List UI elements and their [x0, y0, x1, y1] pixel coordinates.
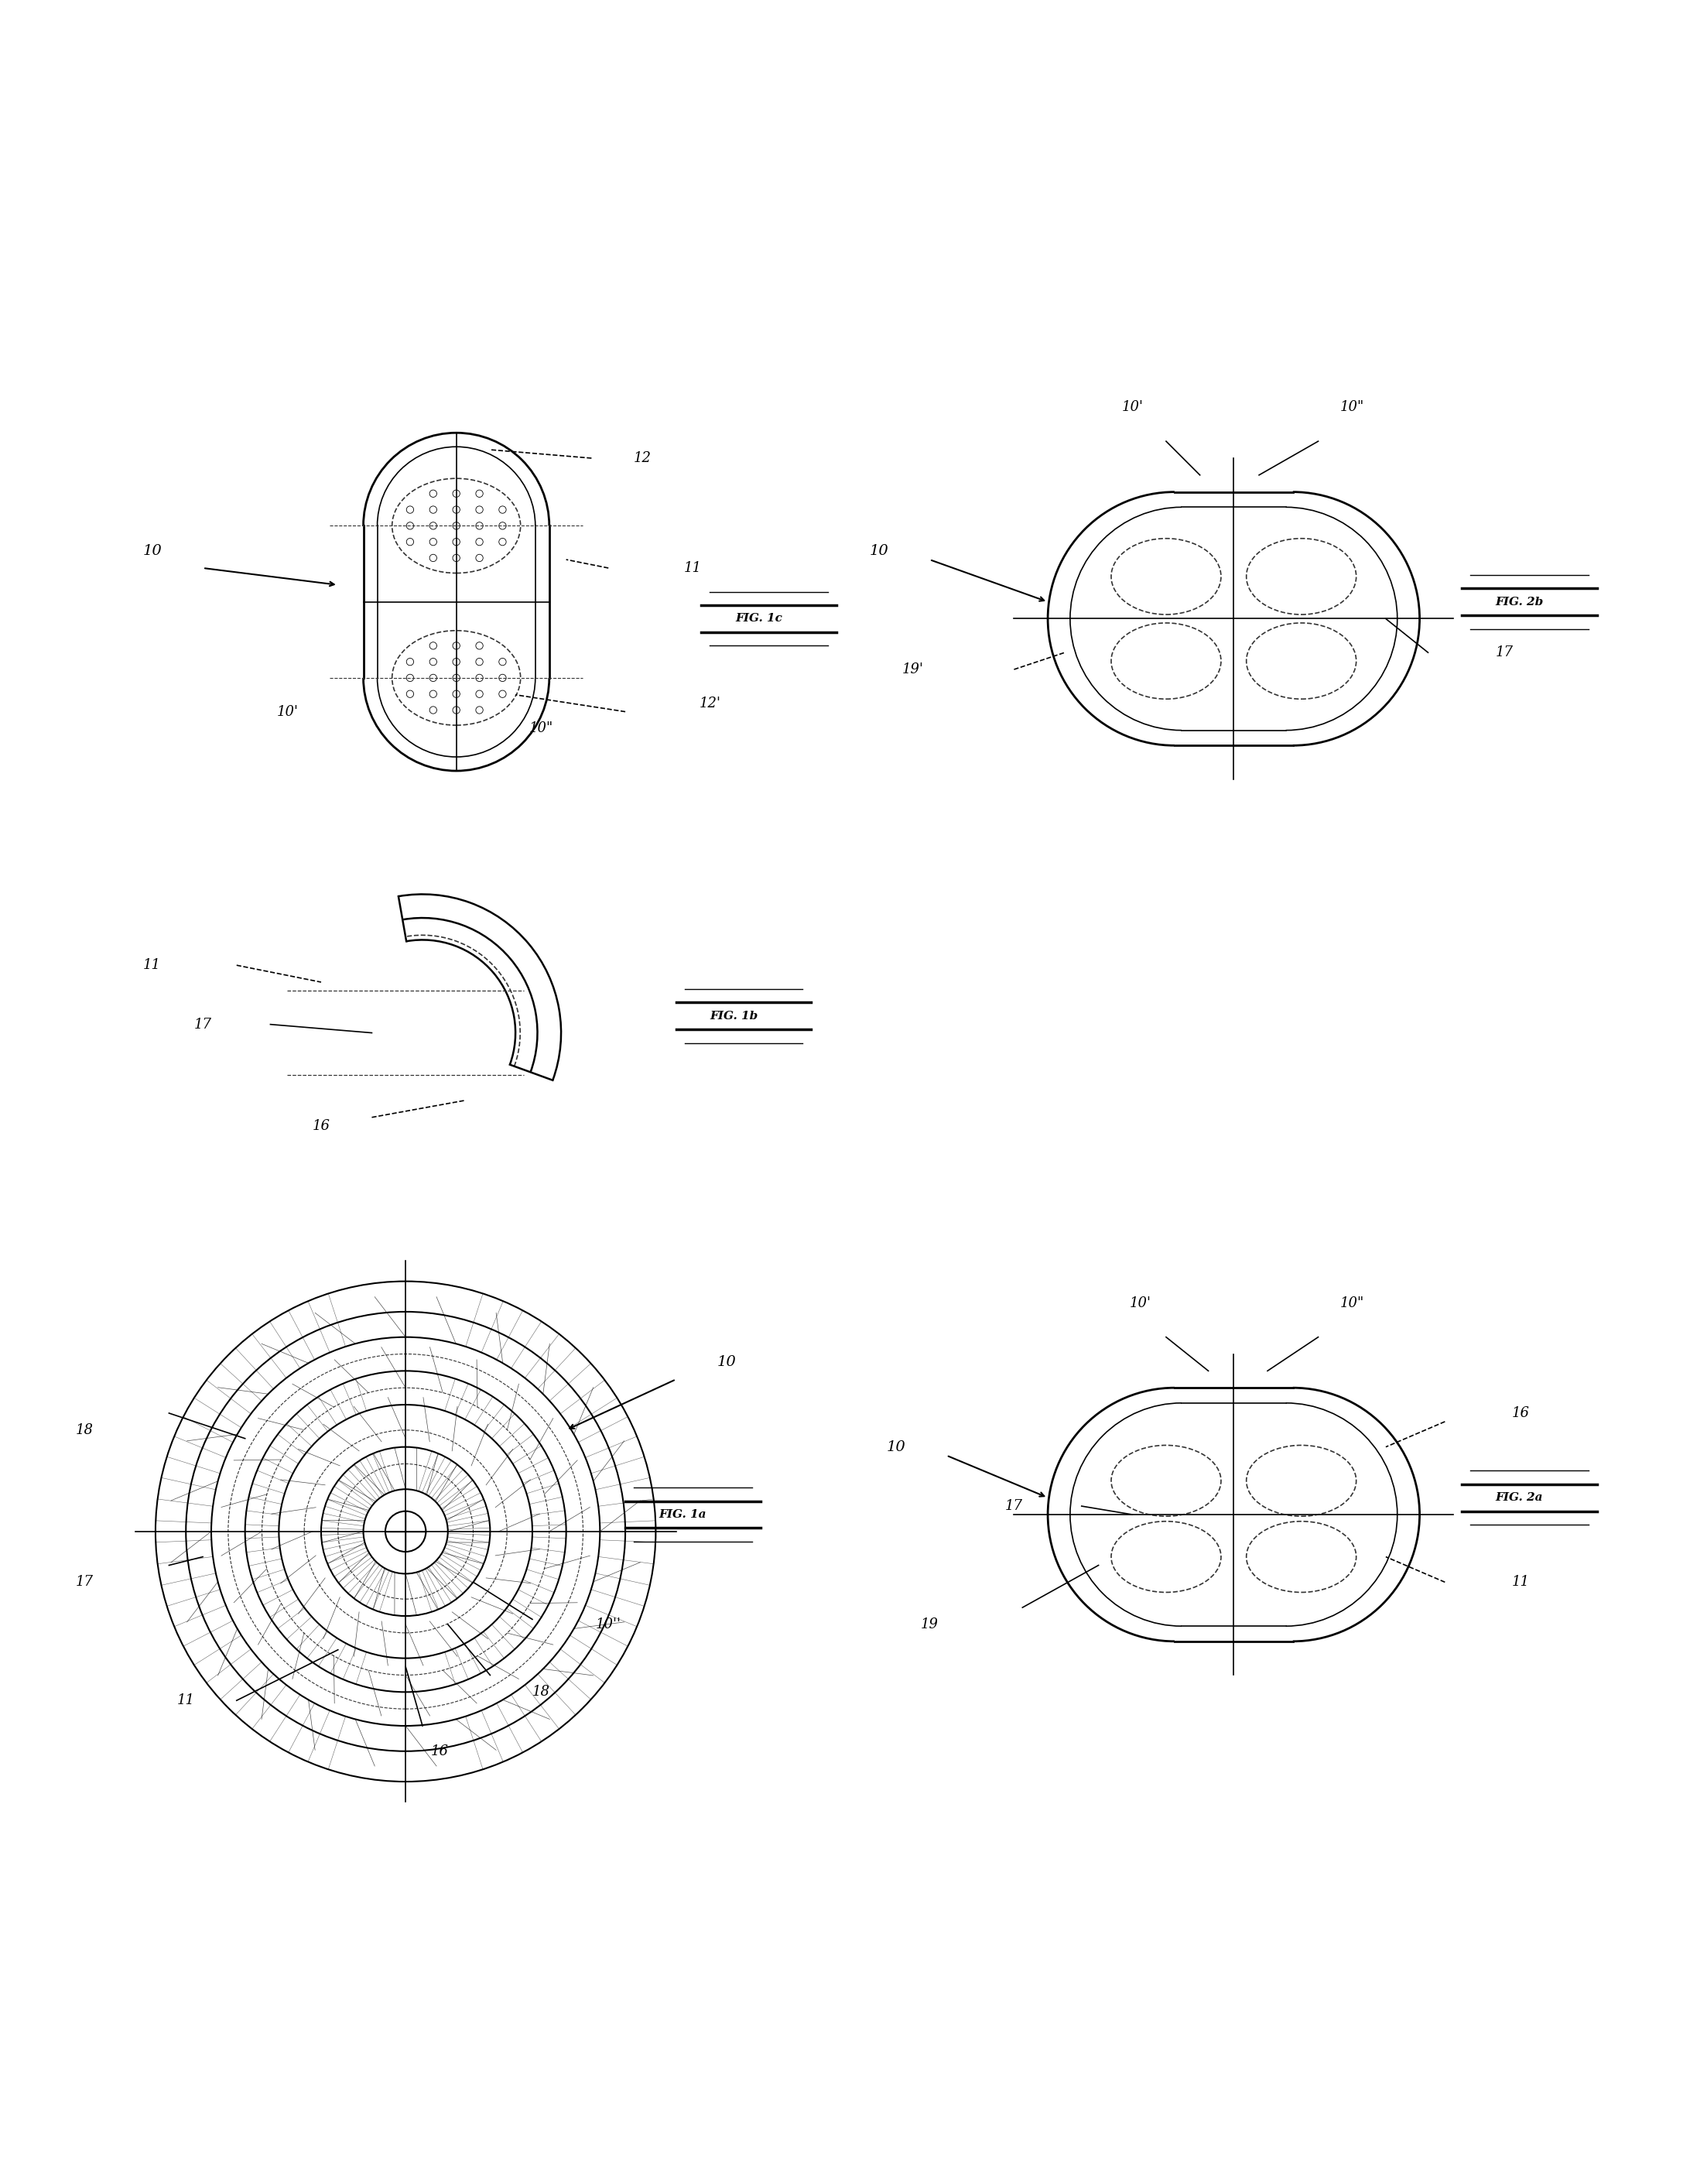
Text: 16: 16	[431, 1745, 448, 1758]
Text: 10': 10'	[1122, 400, 1142, 415]
Text: 10'': 10''	[595, 1618, 622, 1631]
Text: 17: 17	[1006, 1498, 1022, 1514]
Text: 10": 10"	[529, 721, 553, 736]
Text: 11: 11	[1513, 1575, 1529, 1590]
Text: 17: 17	[76, 1575, 93, 1590]
Text: 18: 18	[76, 1424, 93, 1437]
Text: 12': 12'	[700, 697, 720, 710]
Text: FIG. 2b: FIG. 2b	[1496, 596, 1545, 607]
Text: 12: 12	[634, 452, 651, 465]
Text: 19': 19'	[902, 662, 923, 677]
Text: 11: 11	[177, 1693, 194, 1708]
Text: FIG. 2a: FIG. 2a	[1496, 1492, 1543, 1503]
Text: 10': 10'	[1131, 1297, 1151, 1310]
Text: 10": 10"	[1340, 1297, 1364, 1310]
Text: FIG. 1c: FIG. 1c	[735, 614, 782, 625]
Text: FIG. 1b: FIG. 1b	[710, 1011, 759, 1022]
Text: 10: 10	[886, 1439, 906, 1455]
Text: 17: 17	[194, 1018, 211, 1031]
Text: 18: 18	[532, 1686, 549, 1699]
Text: 10': 10'	[277, 705, 297, 719]
Text: 10": 10"	[1340, 400, 1364, 415]
Text: FIG. 1a: FIG. 1a	[659, 1509, 706, 1520]
Text: 17: 17	[1496, 646, 1513, 660]
Text: 11: 11	[684, 561, 701, 574]
Text: 16: 16	[1513, 1406, 1529, 1420]
Text: 10: 10	[869, 544, 889, 559]
Text: 10: 10	[142, 544, 162, 559]
Text: 11: 11	[144, 959, 161, 972]
Text: 16: 16	[313, 1118, 330, 1133]
Text: 19: 19	[921, 1618, 938, 1631]
Text: 10: 10	[717, 1356, 737, 1369]
